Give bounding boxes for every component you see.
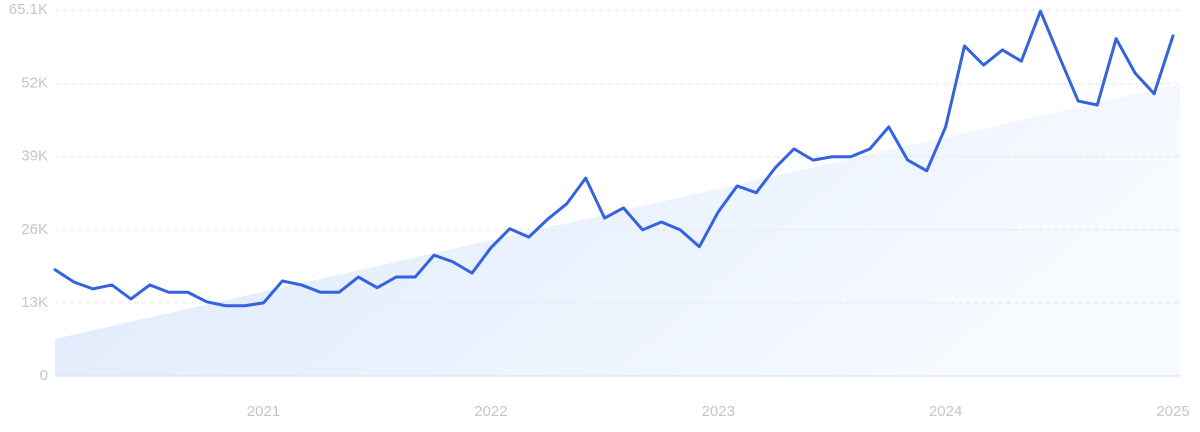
- x-tick-label: 2021: [247, 403, 280, 420]
- y-tick-label: 52K: [21, 75, 48, 92]
- line-series: [53, 9, 1175, 308]
- y-tick-label: 39K: [21, 148, 48, 165]
- y-tick-label: 65.1K: [9, 1, 48, 18]
- x-tick-label: 2025: [1156, 403, 1189, 420]
- x-tick-label: 2022: [474, 403, 507, 420]
- y-tick-label: 0: [40, 367, 48, 384]
- y-tick-label: 26K: [21, 221, 48, 238]
- x-tick-label: 2024: [929, 403, 962, 420]
- y-tick-label: 13K: [21, 294, 48, 311]
- x-tick-label: 2023: [702, 403, 735, 420]
